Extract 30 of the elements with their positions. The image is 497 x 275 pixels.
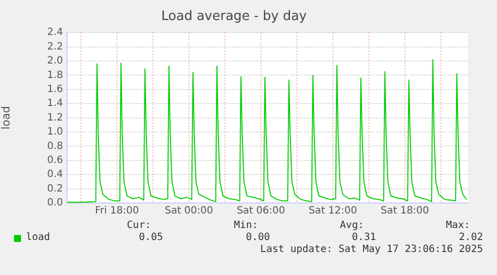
y-tick-label: 2.2 [47, 41, 63, 52]
y-tick-label: 0.8 [47, 140, 63, 152]
x-tick-label: Sat 00:00 [164, 206, 214, 217]
y-tick-label: 1.8 [47, 70, 63, 81]
text: Last update: Sat May 17 23:06:16 2025 [260, 244, 483, 256]
x-tick-label: Sat 12:00 [308, 206, 358, 217]
y-tick-label: 0.6 [47, 154, 63, 166]
x-tick-label: Sat 18:00 [380, 206, 430, 217]
y-tick-label: 0.0 [47, 198, 63, 209]
y-tick-label: 1.0 [47, 126, 63, 138]
legend-label: load [26, 232, 50, 244]
text: 0.05 [138, 232, 163, 244]
text: 0.00 [246, 232, 270, 244]
y-tick-label: 1.6 [47, 84, 63, 95]
text: Min: [234, 220, 258, 232]
text: Cur: [126, 220, 151, 232]
x-tick-label: Fri 18:00 [95, 206, 139, 217]
y-tick-label: 1.2 [47, 112, 63, 124]
y-tick-label: 0.2 [47, 183, 63, 194]
y-tick-label: 0.4 [47, 169, 63, 180]
y-tick-label: 2.4 [47, 27, 63, 38]
chart-title: Load average - by day [161, 9, 308, 24]
text: Max: [446, 220, 470, 232]
text: 2.02 [458, 232, 483, 244]
y-tick-label: 1.4 [47, 98, 63, 110]
text: Avg: [340, 220, 364, 232]
y-tick-label: 2.0 [47, 56, 63, 67]
text: 0.31 [352, 232, 376, 244]
x-tick-label: Sat 06:00 [236, 206, 286, 217]
y-axis-title: load [0, 106, 12, 130]
